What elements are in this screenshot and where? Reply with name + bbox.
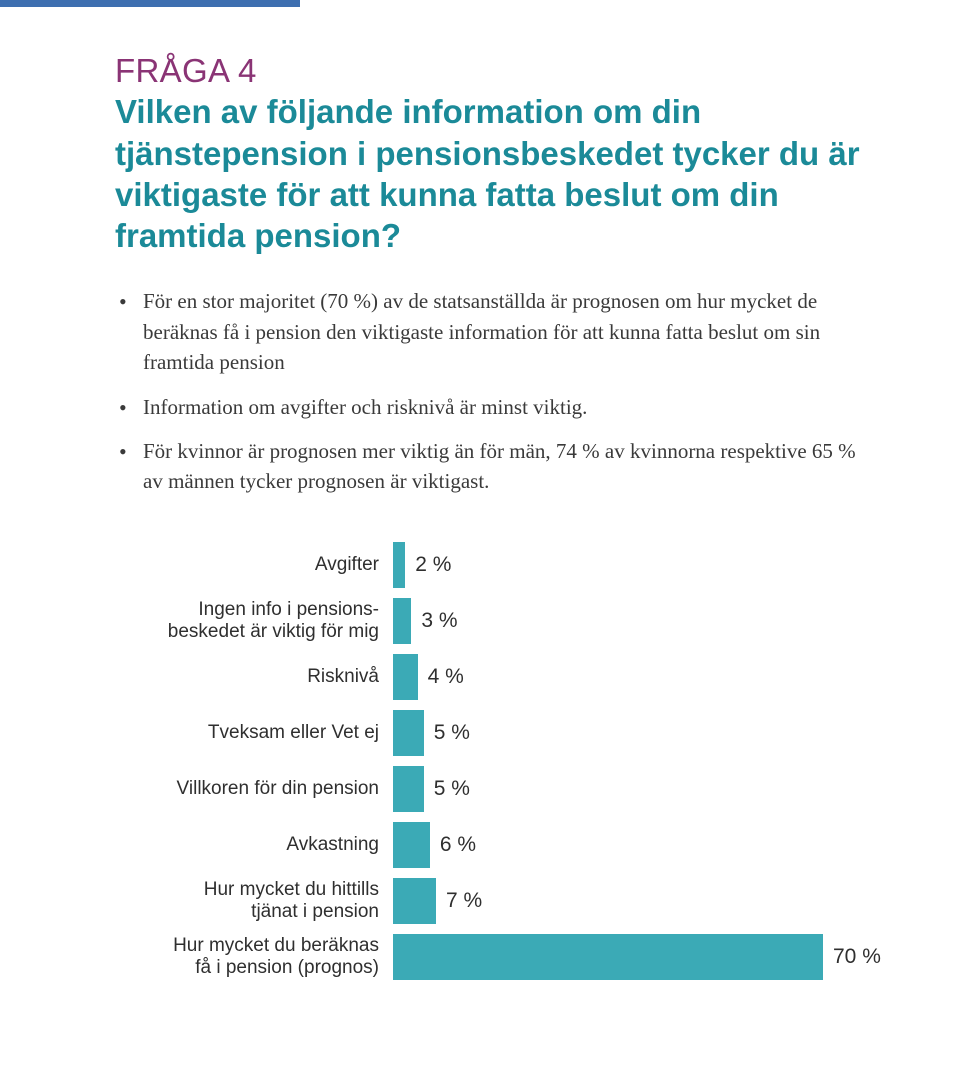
chart-bar-area: 5 %: [393, 710, 880, 756]
chart-bar: [393, 654, 418, 700]
chart-value-label: 70 %: [823, 945, 881, 969]
chart-row: Hur mycket du hittillstjänat i pension 7 …: [123, 878, 880, 924]
chart-bar-area: 2 %: [393, 542, 880, 588]
chart-row: Hur mycket du beräknasfå i pension (prog…: [123, 934, 880, 980]
heading-question: Vilken av följande information om din tj…: [115, 91, 880, 256]
chart-row-label: Hur mycket du beräknasfå i pension (prog…: [123, 935, 393, 979]
bullet-item: För en stor majoritet (70 %) av de stats…: [115, 286, 870, 377]
chart-row-label: Avgifter: [123, 554, 393, 576]
chart-row-label: Risknivå: [123, 666, 393, 688]
chart-bar-area: 5 %: [393, 766, 880, 812]
chart-row-label: Hur mycket du hittillstjänat i pension: [123, 879, 393, 923]
chart-bar-area: 7 %: [393, 878, 880, 924]
chart-row: Avgifter 2 %: [123, 542, 880, 588]
bullet-item: Information om avgifter och risknivå är …: [115, 392, 870, 422]
chart-bar-area: 6 %: [393, 822, 880, 868]
chart-row: Ingen info i pensions-beskedet är viktig…: [123, 598, 880, 644]
chart-row-label: Tveksam eller Vet ej: [123, 722, 393, 744]
heading-block: FRÅGA 4 Vilken av följande information o…: [115, 50, 880, 256]
chart-value-label: 4 %: [418, 665, 464, 689]
chart-row: Risknivå 4 %: [123, 654, 880, 700]
chart-value-label: 5 %: [424, 721, 470, 745]
chart-row: Avkastning 6 %: [123, 822, 880, 868]
chart-row: Villkoren för din pension 5 %: [123, 766, 880, 812]
chart-bar: [393, 822, 430, 868]
chart-bar-area: 3 %: [393, 598, 880, 644]
chart-bar: [393, 598, 411, 644]
chart-bar-area: 70 %: [393, 934, 881, 980]
chart-bar: [393, 710, 424, 756]
chart-value-label: 2 %: [405, 553, 451, 577]
bullet-list: För en stor majoritet (70 %) av de stats…: [115, 286, 880, 497]
chart-bar: [393, 766, 424, 812]
bullet-item: För kvinnor är prognosen mer viktig än f…: [115, 436, 870, 497]
chart-bar: [393, 878, 436, 924]
chart-row-label: Ingen info i pensions-beskedet är viktig…: [123, 599, 393, 643]
chart-row: Tveksam eller Vet ej 5 %: [123, 710, 880, 756]
chart-row-label: Avkastning: [123, 834, 393, 856]
chart-value-label: 6 %: [430, 833, 476, 857]
heading-label: FRÅGA 4: [115, 50, 880, 91]
chart-bar-area: 4 %: [393, 654, 880, 700]
bar-chart: Avgifter 2 % Ingen info i pensions-beskede…: [123, 542, 880, 980]
chart-value-label: 5 %: [424, 777, 470, 801]
chart-row-label: Villkoren för din pension: [123, 778, 393, 800]
chart-bar: [393, 934, 823, 980]
page: FRÅGA 4 Vilken av följande information o…: [0, 0, 960, 1088]
top-rule: [0, 0, 300, 7]
chart-value-label: 7 %: [436, 889, 482, 913]
chart-value-label: 3 %: [411, 609, 457, 633]
chart-bar: [393, 542, 405, 588]
